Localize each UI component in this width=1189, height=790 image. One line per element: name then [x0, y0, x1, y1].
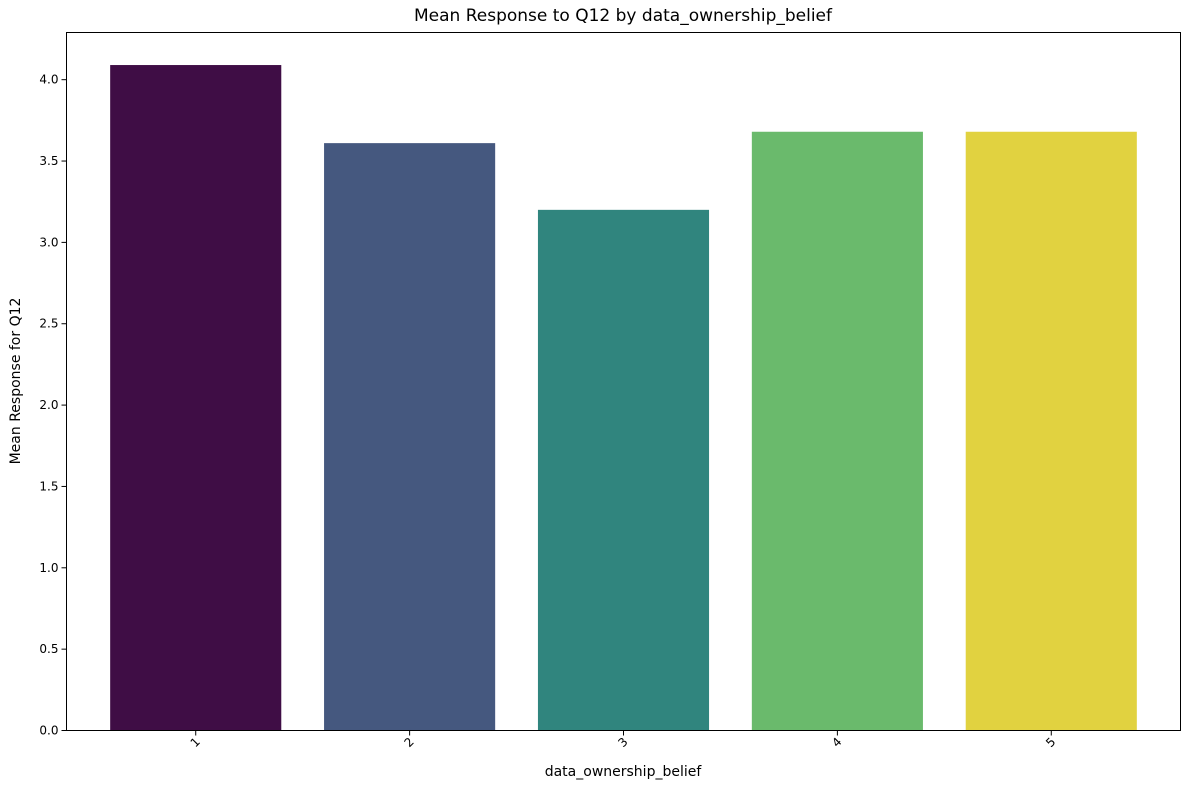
- y-axis-label: Mean Response for Q12: [8, 298, 24, 465]
- x-axis-label: data_ownership_belief: [545, 764, 703, 780]
- x-tick-label: 5: [1043, 735, 1058, 750]
- y-axis: 0.0 0.5 1.0 1.5 2.0 2.5 3.0 3.5 4.0: [39, 73, 67, 738]
- bar-1: [110, 65, 282, 731]
- bar-4: [751, 131, 923, 731]
- bar-5: [965, 131, 1137, 731]
- y-tick-label: 1.5: [39, 479, 58, 493]
- x-tick-label: 1: [188, 735, 203, 750]
- plot-frame: [66, 32, 1181, 731]
- x-tick-label: 3: [615, 735, 630, 750]
- y-tick-label: 0.0: [39, 724, 58, 738]
- y-tick-label: 2.5: [39, 317, 58, 331]
- y-tick-label: 1.0: [39, 561, 58, 575]
- y-tick-label: 0.5: [39, 642, 58, 656]
- x-axis: 1 2 3 4 5: [188, 730, 1058, 750]
- chart-title: Mean Response to Q12 by data_ownership_b…: [414, 6, 833, 26]
- bar-2: [324, 143, 496, 731]
- y-tick-label: 3.5: [39, 154, 58, 168]
- y-tick-label: 3.0: [39, 235, 58, 249]
- y-tick-label: 2.0: [39, 398, 58, 412]
- x-tick-label: 2: [401, 735, 416, 750]
- bars-layer: [110, 65, 1137, 731]
- x-tick-label: 4: [829, 735, 844, 750]
- bar-3: [537, 209, 710, 731]
- y-tick-label: 4.0: [39, 73, 58, 87]
